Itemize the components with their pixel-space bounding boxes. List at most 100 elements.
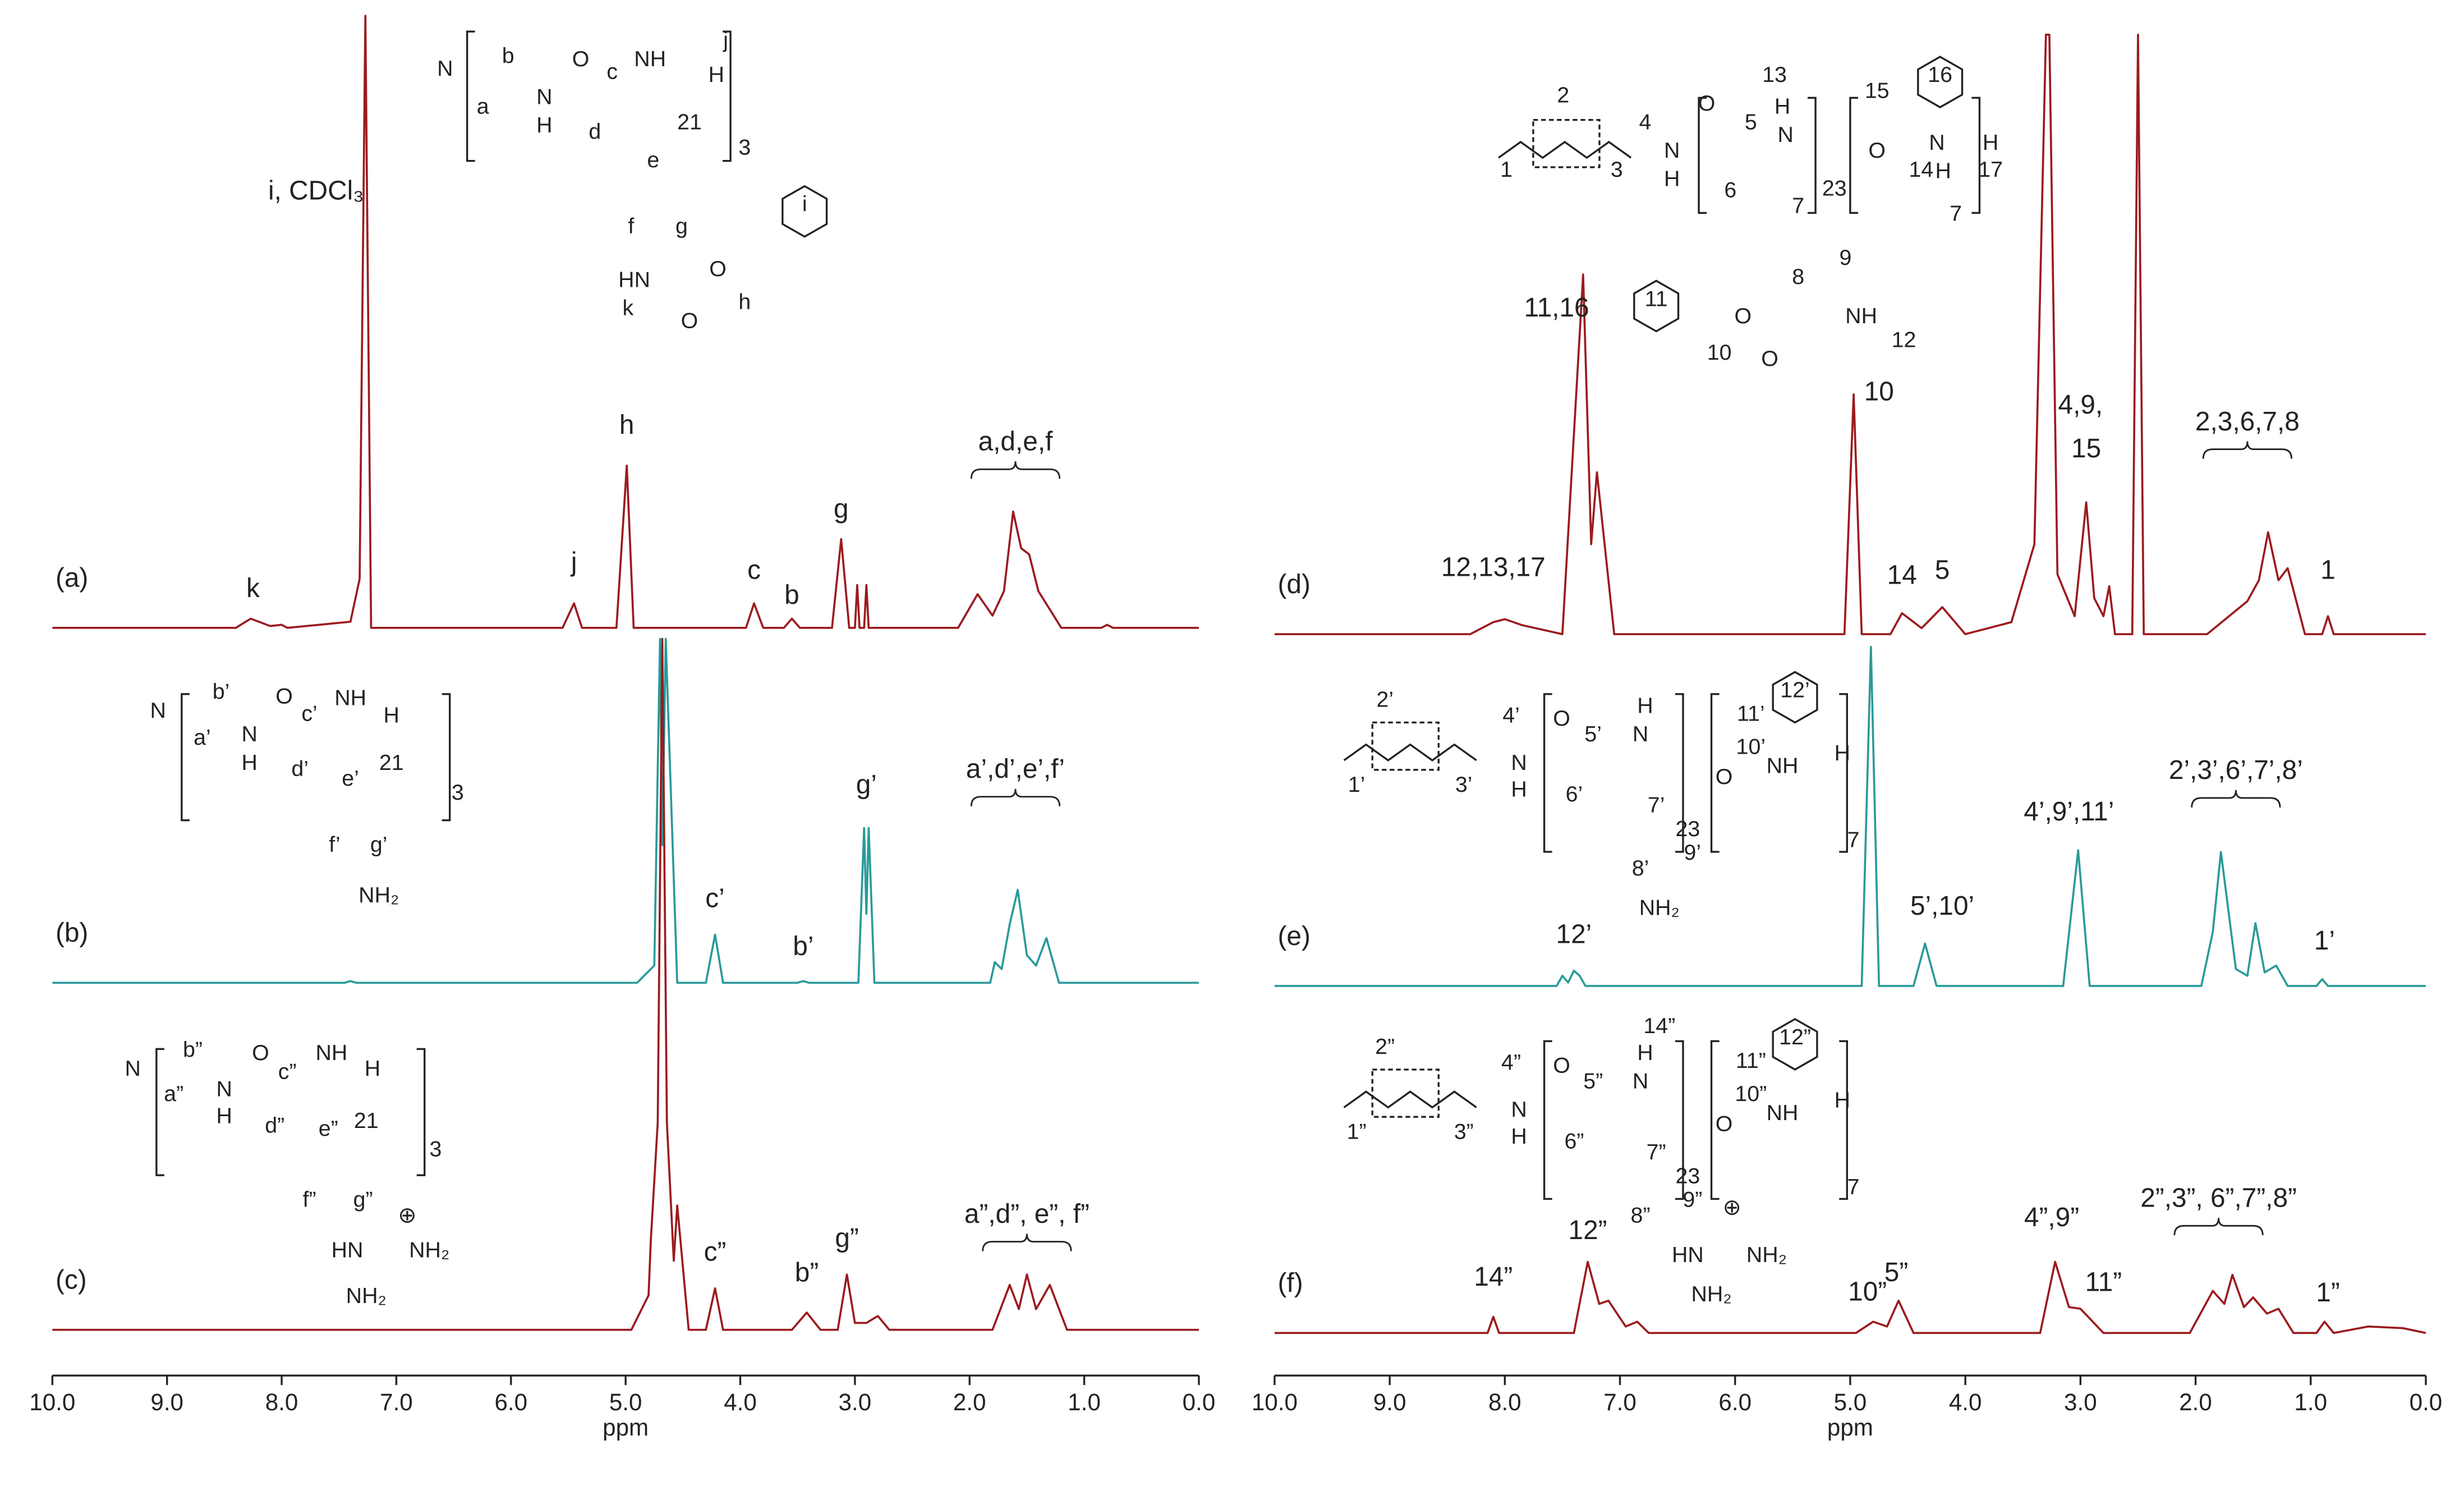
peak-label: b’ — [793, 932, 813, 961]
peak-label: g’ — [856, 770, 877, 800]
structure-label: 4 — [1639, 110, 1652, 135]
structure-label: O — [275, 684, 293, 709]
brace — [2191, 790, 2281, 808]
structure-label: b’ — [213, 679, 230, 704]
structure-label: 11” — [1736, 1048, 1766, 1073]
structure-label: 21 — [677, 110, 702, 135]
peak-label: 4’,9’,11’ — [2024, 797, 2114, 827]
peak-label: 2,3,6,7,8 — [2195, 407, 2300, 437]
structure-label: f — [628, 214, 635, 239]
structure-label: 3’ — [1455, 772, 1473, 797]
structure-label: NH₂ — [346, 1283, 387, 1308]
benzene — [1772, 671, 1818, 1071]
peak-label: 14” — [1474, 1262, 1513, 1292]
structure-label: h — [738, 290, 751, 314]
structure-label: 7” — [1647, 1140, 1666, 1164]
structure-label: 6” — [1565, 1129, 1584, 1153]
panel-label: (f) — [1278, 1268, 1303, 1298]
structure-label: 5” — [1583, 1069, 1603, 1094]
peak-label: b — [784, 580, 799, 610]
bracket — [1543, 1040, 1848, 1200]
structure-label: O — [681, 309, 698, 333]
structure-label: 2” — [1375, 1034, 1395, 1059]
structure-label: f’ — [329, 832, 340, 857]
structure-label: 9 — [1840, 245, 1852, 270]
structure-label: N — [1929, 130, 1944, 155]
structure-label: 8’ — [1632, 856, 1649, 880]
structure-label: NH₂ — [409, 1237, 449, 1262]
structure-label: 7 — [1847, 1175, 1860, 1199]
x-tick-label: 1.0 — [1068, 1389, 1101, 1415]
structure-label: 8” — [1631, 1203, 1651, 1228]
x-tick-label: 0.0 — [2410, 1389, 2443, 1415]
structure-label: 3 — [429, 1136, 442, 1161]
structure-label: a — [477, 94, 489, 118]
structure-label: O — [1716, 1112, 1733, 1136]
panel-label: (e) — [1278, 921, 1311, 951]
peak-label: 2”,3”, 6”,7”,8” — [2140, 1184, 2297, 1213]
structure-label: 8 — [1792, 264, 1804, 289]
structure-label: 1 — [1500, 157, 1513, 182]
structure-label: 4” — [1501, 1050, 1521, 1075]
x-tick-label: 7.0 — [380, 1389, 413, 1415]
x-tick-label: 2.0 — [953, 1389, 986, 1415]
structure-label: H — [1637, 1040, 1653, 1065]
peak-label: 11” — [2085, 1267, 2122, 1297]
structure-label: HN — [1672, 1242, 1704, 1267]
structure-label: ⊕ — [1723, 1195, 1741, 1220]
structure-label: c — [606, 59, 618, 84]
brace — [970, 461, 1061, 479]
peak-label: c” — [704, 1237, 727, 1267]
structure-label: 16 — [1928, 62, 1952, 87]
structure-label: N — [1633, 1069, 1648, 1094]
structure-label: d” — [265, 1113, 284, 1138]
structure-label: N — [1777, 122, 1793, 147]
x-tick-label: 10.0 — [1252, 1389, 1298, 1415]
structure-label: 10 — [1707, 340, 1732, 365]
peak-label: a,d,e,f — [978, 426, 1054, 456]
panel-label: (c) — [56, 1265, 87, 1295]
structure-label: b — [502, 43, 514, 68]
structure-label: 7’ — [1648, 793, 1665, 818]
structure-label: 11 — [1645, 286, 1668, 311]
structure-label: 7 — [1847, 828, 1860, 852]
structure-label: H — [1775, 94, 1790, 118]
peak-label: j — [570, 547, 577, 577]
structure-label: d’ — [291, 756, 309, 781]
bracket — [181, 693, 451, 822]
structure-label: H — [536, 113, 552, 137]
alkyl-chain — [1343, 140, 1632, 1109]
peak-label: 1” — [2316, 1278, 2339, 1308]
structure-label: 12” — [1779, 1025, 1811, 1049]
x-tick-label: 5.0 — [609, 1389, 642, 1415]
peak-label: 10” — [1848, 1277, 1887, 1307]
structure-label: HN — [618, 268, 650, 292]
structure-label: O — [709, 256, 727, 281]
structure-label: NH — [315, 1040, 347, 1065]
peak-label: 5’,10’ — [1910, 891, 1974, 921]
peak-label: a’,d’,e’,f’ — [966, 754, 1065, 784]
x-tick-label: 4.0 — [1949, 1389, 1982, 1415]
structure-label: a’ — [194, 725, 211, 750]
x-tick-label: 9.0 — [1373, 1389, 1406, 1415]
panel-label: (b) — [56, 918, 88, 948]
x-tick-label: 7.0 — [1603, 1389, 1636, 1415]
bracket — [155, 1048, 426, 1176]
structure-label: 4’ — [1502, 703, 1520, 727]
structure-label: 9” — [1682, 1187, 1702, 1212]
peak-label: i, CDCl₃ — [268, 176, 364, 205]
structure-label: 12 — [1892, 327, 1916, 352]
structure-label: e’ — [342, 766, 359, 791]
structure-label: 3” — [1454, 1120, 1474, 1144]
structure-label: O — [1868, 138, 1886, 163]
structure-label: 2’ — [1376, 687, 1394, 712]
structure-label: N — [150, 698, 166, 723]
structure-label: H — [384, 703, 399, 727]
peak-label: c — [747, 556, 761, 585]
structure-label: g’ — [370, 832, 388, 857]
structure-label: NH — [334, 686, 366, 710]
structure-label: NH — [634, 47, 666, 71]
structure-label: 6’ — [1566, 782, 1583, 806]
structure-label: O — [1734, 304, 1752, 328]
structure-label: 5’ — [1584, 722, 1602, 746]
